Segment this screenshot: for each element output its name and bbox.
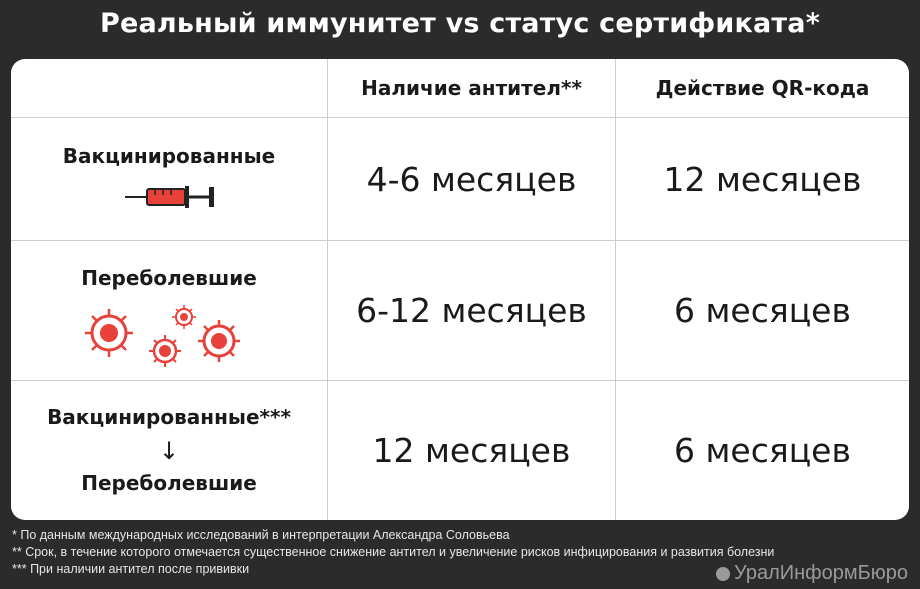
column-divider bbox=[615, 59, 616, 520]
column-divider bbox=[327, 59, 328, 520]
value-recovered-antibodies: 6-12 месяцев bbox=[356, 291, 587, 330]
footnote-1: * По данным международных исследований в… bbox=[12, 528, 510, 542]
header-antibodies: Наличие антител** bbox=[361, 76, 582, 100]
row-divider bbox=[11, 117, 909, 118]
value-breakthrough-qr: 6 месяцев bbox=[674, 431, 851, 470]
brand-logo: УралИнформБюро bbox=[716, 562, 908, 585]
row-label-recovered-after: Переболевшие bbox=[81, 471, 257, 495]
footnotes: * По данным международных исследований в… bbox=[12, 527, 774, 578]
row-label-vaccinated-then: Вакцинированные*** bbox=[47, 405, 291, 429]
brand-name: УралИнформБюро bbox=[734, 562, 908, 584]
value-recovered-qr: 6 месяцев bbox=[674, 291, 851, 330]
row-label-recovered: Переболевшие bbox=[81, 266, 257, 290]
value-breakthrough-antibodies: 12 месяцев bbox=[372, 431, 571, 470]
footnote-3: *** При наличии антител после прививки bbox=[12, 562, 250, 576]
row-label-vaccinated: Вакцинированные bbox=[62, 144, 276, 168]
row-divider bbox=[11, 380, 909, 381]
logo-icon bbox=[716, 566, 731, 581]
value-vaccinated-qr: 12 месяцев bbox=[663, 159, 862, 199]
syringe-icon bbox=[125, 186, 214, 208]
row-divider bbox=[11, 240, 909, 241]
comparison-table: Наличие антител** Действие QR-кода Вакци… bbox=[11, 59, 909, 520]
down-arrow-icon: ↓ bbox=[158, 437, 180, 465]
header-qr-code: Действие QR-кода bbox=[655, 76, 870, 100]
virus-icon bbox=[85, 305, 240, 367]
value-vaccinated-antibodies: 4-6 месяцев bbox=[366, 159, 577, 199]
page-title: Реальный иммунитет vs статус сертификата… bbox=[99, 8, 821, 39]
footnote-2: ** Срок, в течение которого отмечается с… bbox=[12, 545, 775, 559]
